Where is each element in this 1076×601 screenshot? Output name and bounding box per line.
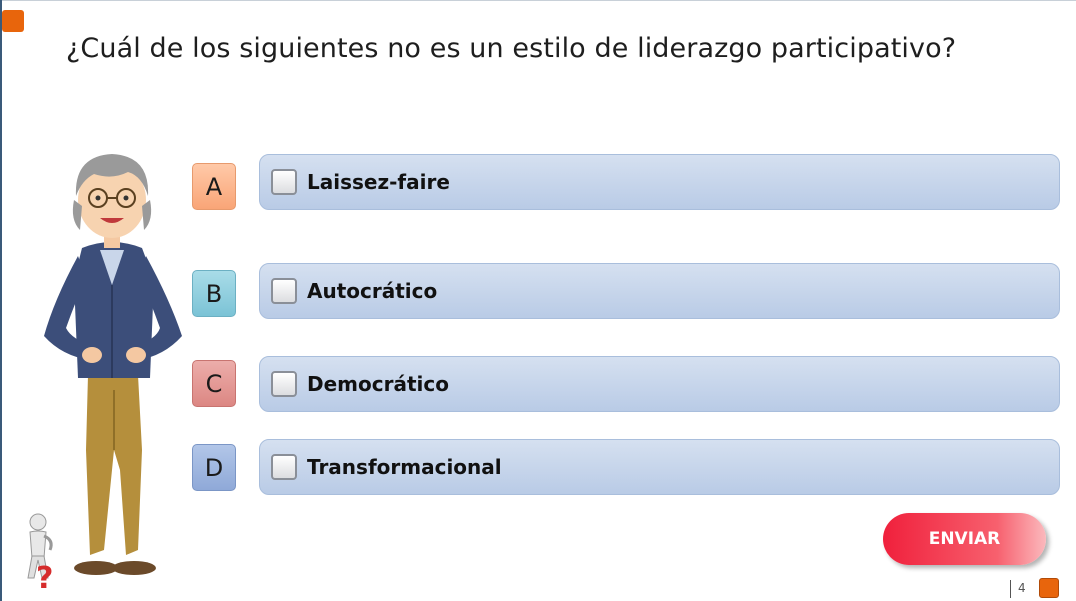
answer-label-c: Democrático — [307, 372, 449, 396]
option-letter-d: D — [192, 444, 236, 491]
answer-checkbox-d[interactable] — [271, 454, 297, 480]
frame-left-border — [0, 0, 2, 601]
answer-label-b: Autocrático — [307, 279, 438, 303]
option-letter-c: C — [192, 360, 236, 407]
answer-label-a: Laissez-faire — [307, 170, 450, 194]
option-letter-a: A — [192, 163, 236, 210]
answer-checkbox-c[interactable] — [271, 371, 297, 397]
answer-checkbox-b[interactable] — [271, 278, 297, 304]
teacher-character-icon — [44, 154, 182, 575]
answer-option-b[interactable]: Autocrático — [259, 263, 1060, 319]
help-question-figure-icon[interactable]: ? — [14, 512, 58, 590]
page-number: 4 — [1018, 581, 1026, 595]
corner-marker-top-left — [2, 10, 24, 32]
corner-marker-bottom-right — [1039, 578, 1059, 598]
answer-option-c[interactable]: Democrático — [259, 356, 1060, 412]
answer-checkbox-a[interactable] — [271, 169, 297, 195]
answer-option-a[interactable]: Laissez-faire — [259, 154, 1060, 210]
answer-label-d: Transformacional — [307, 455, 502, 479]
page-number-divider — [1010, 580, 1011, 598]
question-text: ¿Cuál de los siguientes no es un estilo … — [66, 33, 957, 64]
answer-option-d[interactable]: Transformacional — [259, 439, 1060, 495]
frame-top-border — [0, 0, 1076, 1]
svg-text:?: ? — [36, 561, 53, 590]
option-letter-b: B — [192, 270, 236, 317]
submit-button[interactable]: ENVIAR — [883, 513, 1046, 565]
